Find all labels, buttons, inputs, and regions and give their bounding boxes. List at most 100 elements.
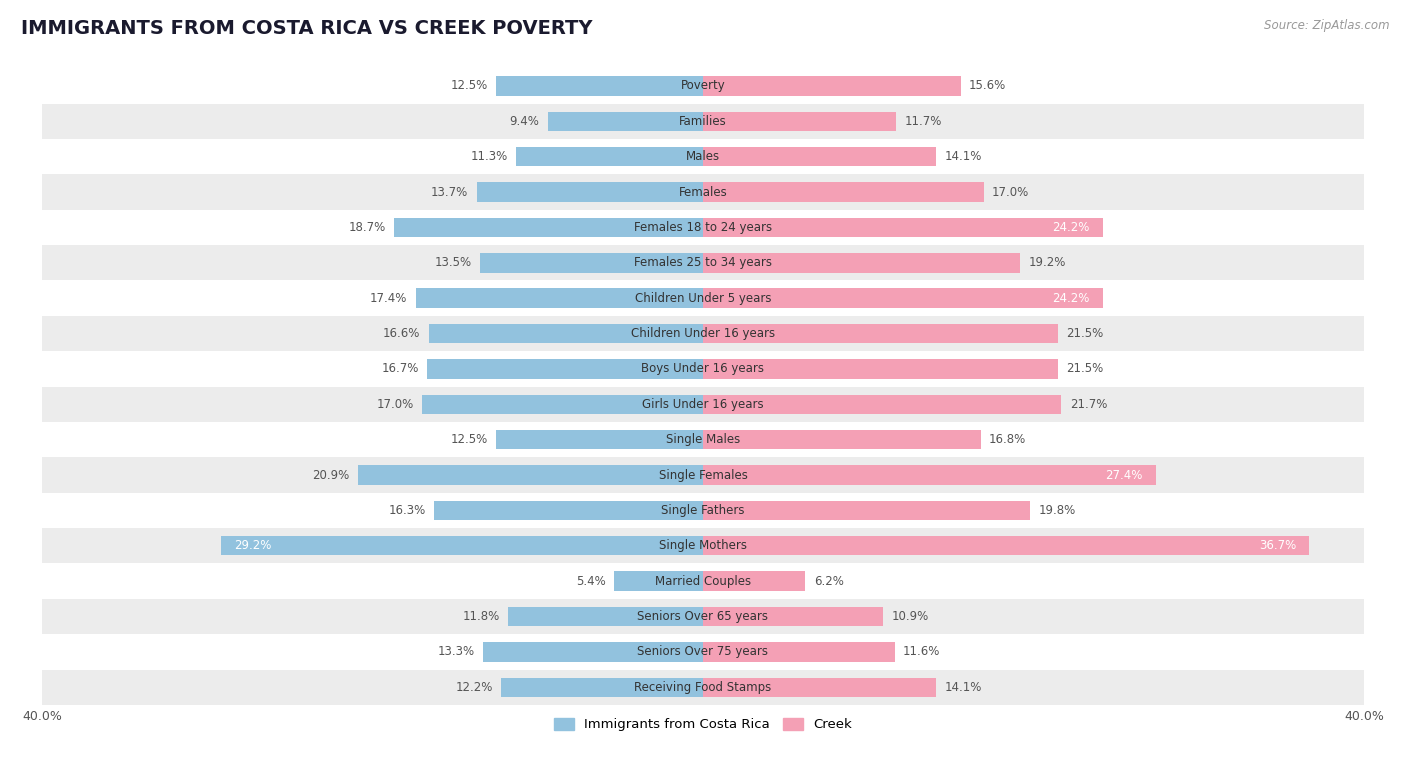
Bar: [221, 536, 703, 556]
Text: 27.4%: 27.4%: [1105, 468, 1143, 481]
Text: Children Under 5 years: Children Under 5 years: [634, 292, 772, 305]
Text: 24.2%: 24.2%: [1052, 221, 1090, 234]
Text: 13.3%: 13.3%: [437, 645, 475, 659]
Bar: [42, 210, 1364, 245]
Bar: [496, 77, 703, 96]
Bar: [433, 501, 703, 520]
Text: Poverty: Poverty: [681, 80, 725, 92]
Bar: [427, 359, 703, 379]
Text: Single Females: Single Females: [658, 468, 748, 481]
Bar: [703, 642, 894, 662]
Bar: [703, 536, 1309, 556]
Bar: [703, 430, 980, 449]
Text: 15.6%: 15.6%: [969, 80, 1007, 92]
Text: 24.2%: 24.2%: [1052, 292, 1090, 305]
Bar: [479, 253, 703, 273]
Text: 21.7%: 21.7%: [1070, 398, 1107, 411]
Text: 17.4%: 17.4%: [370, 292, 408, 305]
Text: Boys Under 16 years: Boys Under 16 years: [641, 362, 765, 375]
Bar: [42, 280, 1364, 316]
Bar: [703, 572, 806, 591]
Bar: [42, 422, 1364, 457]
Bar: [703, 678, 936, 697]
Bar: [484, 642, 703, 662]
Text: Married Couples: Married Couples: [655, 575, 751, 587]
Bar: [703, 395, 1062, 414]
Text: Source: ZipAtlas.com: Source: ZipAtlas.com: [1264, 19, 1389, 32]
Bar: [42, 245, 1364, 280]
Text: 11.6%: 11.6%: [903, 645, 941, 659]
Text: Single Mothers: Single Mothers: [659, 539, 747, 553]
Bar: [508, 607, 703, 626]
Bar: [42, 634, 1364, 669]
Text: 13.5%: 13.5%: [434, 256, 471, 269]
Bar: [42, 528, 1364, 563]
Bar: [422, 395, 703, 414]
Text: 12.2%: 12.2%: [456, 681, 494, 694]
Text: 12.5%: 12.5%: [451, 80, 488, 92]
Bar: [42, 493, 1364, 528]
Bar: [42, 104, 1364, 139]
Text: Females 18 to 24 years: Females 18 to 24 years: [634, 221, 772, 234]
Text: 13.7%: 13.7%: [432, 186, 468, 199]
Legend: Immigrants from Costa Rica, Creek: Immigrants from Costa Rica, Creek: [548, 713, 858, 737]
Text: Females: Females: [679, 186, 727, 199]
Bar: [357, 465, 703, 485]
Text: Families: Families: [679, 114, 727, 128]
Text: 21.5%: 21.5%: [1066, 327, 1104, 340]
Bar: [548, 111, 703, 131]
Text: Single Males: Single Males: [666, 433, 740, 446]
Text: 21.5%: 21.5%: [1066, 362, 1104, 375]
Text: Seniors Over 75 years: Seniors Over 75 years: [637, 645, 769, 659]
Bar: [703, 253, 1021, 273]
Text: 17.0%: 17.0%: [993, 186, 1029, 199]
Text: 17.0%: 17.0%: [377, 398, 413, 411]
Text: 36.7%: 36.7%: [1258, 539, 1296, 553]
Bar: [42, 457, 1364, 493]
Text: 9.4%: 9.4%: [509, 114, 540, 128]
Text: Seniors Over 65 years: Seniors Over 65 years: [637, 610, 769, 623]
Text: 16.7%: 16.7%: [381, 362, 419, 375]
Bar: [42, 68, 1364, 104]
Bar: [703, 324, 1059, 343]
Text: Girls Under 16 years: Girls Under 16 years: [643, 398, 763, 411]
Bar: [703, 147, 936, 167]
Bar: [429, 324, 703, 343]
Bar: [703, 77, 960, 96]
Bar: [703, 289, 1102, 308]
Bar: [42, 316, 1364, 351]
Bar: [42, 599, 1364, 634]
Text: Receiving Food Stamps: Receiving Food Stamps: [634, 681, 772, 694]
Bar: [416, 289, 703, 308]
Bar: [42, 669, 1364, 705]
Bar: [703, 359, 1059, 379]
Text: 20.9%: 20.9%: [312, 468, 350, 481]
Text: 18.7%: 18.7%: [349, 221, 385, 234]
Text: Females 25 to 34 years: Females 25 to 34 years: [634, 256, 772, 269]
Bar: [502, 678, 703, 697]
Bar: [42, 174, 1364, 210]
Text: 11.3%: 11.3%: [471, 150, 508, 163]
Bar: [703, 501, 1031, 520]
Text: Males: Males: [686, 150, 720, 163]
Text: 11.7%: 11.7%: [904, 114, 942, 128]
Bar: [42, 563, 1364, 599]
Bar: [42, 139, 1364, 174]
Text: 12.5%: 12.5%: [451, 433, 488, 446]
Text: 19.8%: 19.8%: [1039, 504, 1076, 517]
Text: 10.9%: 10.9%: [891, 610, 928, 623]
Text: 14.1%: 14.1%: [945, 681, 981, 694]
Text: Children Under 16 years: Children Under 16 years: [631, 327, 775, 340]
Text: 5.4%: 5.4%: [576, 575, 606, 587]
Bar: [496, 430, 703, 449]
Text: Single Fathers: Single Fathers: [661, 504, 745, 517]
Bar: [614, 572, 703, 591]
Bar: [42, 351, 1364, 387]
Bar: [703, 465, 1156, 485]
Bar: [477, 183, 703, 202]
Text: 14.1%: 14.1%: [945, 150, 981, 163]
Bar: [703, 218, 1102, 237]
Text: 6.2%: 6.2%: [814, 575, 844, 587]
Bar: [703, 183, 984, 202]
Bar: [703, 111, 896, 131]
